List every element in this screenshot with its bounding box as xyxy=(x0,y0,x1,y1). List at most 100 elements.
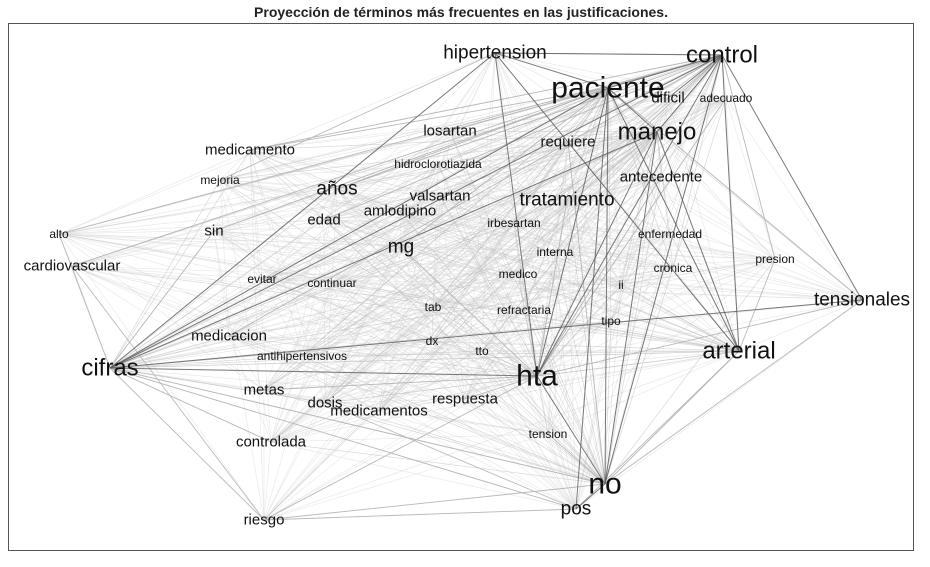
faint-edge xyxy=(400,246,863,301)
hub-edge xyxy=(547,131,658,435)
hub-edge xyxy=(567,131,658,143)
faint-edge xyxy=(228,278,263,337)
hub-edge xyxy=(331,282,538,377)
hub-edge xyxy=(58,233,538,377)
faint-edge xyxy=(213,230,519,275)
faint-edge xyxy=(228,335,483,352)
medium-edge xyxy=(263,508,577,521)
faint-edge xyxy=(437,163,568,201)
hub-edge xyxy=(464,350,740,400)
faint-edge xyxy=(228,176,662,337)
faint-edge xyxy=(58,233,265,521)
strong-edge xyxy=(604,54,723,485)
faint-edge xyxy=(301,258,776,357)
hub-edge xyxy=(517,273,538,377)
faint-edge xyxy=(323,52,496,221)
faint-edge xyxy=(109,246,402,369)
hub-edge xyxy=(656,97,669,133)
hub-edge xyxy=(513,222,740,352)
faint-edge xyxy=(604,320,612,485)
faint-edge xyxy=(228,222,515,337)
faint-edge xyxy=(249,131,658,151)
hub-edge xyxy=(400,246,740,352)
hub-edge xyxy=(323,131,658,221)
faint-edge xyxy=(439,195,606,485)
strong-edge xyxy=(721,54,740,352)
faint-edge xyxy=(270,188,338,443)
term-label-antihipertensivos: antihipertensivos xyxy=(257,349,347,363)
faint-edge xyxy=(323,131,658,221)
hub-edge xyxy=(301,54,723,357)
hub-edge xyxy=(660,54,723,178)
faint-edge xyxy=(228,335,265,391)
hub-edge xyxy=(109,246,402,369)
hub-edge xyxy=(575,131,658,510)
term-label-irbesartan: irbesartan xyxy=(487,216,540,230)
faint-edge xyxy=(71,163,439,267)
term-label-control: control xyxy=(686,42,758,69)
hub-edge xyxy=(324,87,609,404)
medium-edge xyxy=(228,54,723,337)
medium-edge xyxy=(58,233,111,369)
faint-edge xyxy=(213,230,674,269)
hub-edge xyxy=(449,130,658,133)
hub-edge xyxy=(109,163,439,369)
term-label-mejoria: mejoria xyxy=(200,173,240,187)
hub-edge xyxy=(324,350,740,404)
hub-edge xyxy=(228,335,538,377)
faint-edge xyxy=(437,131,658,165)
hub-edge xyxy=(71,265,606,485)
faint-edge xyxy=(71,265,434,308)
hub-edge xyxy=(323,219,740,352)
faint-edge xyxy=(301,355,466,400)
hub-edge xyxy=(301,350,740,357)
term-label-sin: sin xyxy=(204,223,223,240)
faint-edge xyxy=(324,375,538,404)
faint-edge xyxy=(71,230,215,267)
faint-edge xyxy=(464,398,577,510)
hub-edge xyxy=(604,267,674,485)
faint-edge xyxy=(301,320,612,357)
hub-edge xyxy=(109,367,265,391)
faint-edge xyxy=(109,273,519,369)
medium-edge xyxy=(71,265,265,521)
strong-edge xyxy=(604,131,658,485)
hub-edge xyxy=(536,141,569,377)
faint-edge xyxy=(725,97,863,301)
hub-edge xyxy=(109,130,451,369)
hub-edge xyxy=(270,350,740,443)
hub-edge xyxy=(301,131,658,357)
hub-edge xyxy=(554,251,740,352)
faint-edge xyxy=(400,176,662,248)
medium-edge xyxy=(263,375,538,521)
hub-edge xyxy=(547,87,609,435)
faint-edge xyxy=(261,267,674,280)
term-label-dificil: dificil xyxy=(651,90,684,107)
term-label-antecedente: antecedente xyxy=(620,169,703,186)
faint-edge xyxy=(672,97,727,269)
term-label-paciente: paciente xyxy=(551,72,664,105)
faint-edge xyxy=(336,188,402,248)
hub-edge xyxy=(378,131,658,412)
hub-edge xyxy=(536,320,612,377)
faint-edge xyxy=(58,219,325,235)
hub-edge xyxy=(109,350,740,369)
faint-edge xyxy=(219,179,556,253)
hub-edge xyxy=(481,131,658,352)
strong-edge xyxy=(109,367,538,377)
term-label-edad: edad xyxy=(307,212,340,229)
hub-edge xyxy=(604,176,662,485)
hub-edge xyxy=(437,163,740,352)
faint-edge xyxy=(249,97,727,151)
faint-edge xyxy=(261,278,538,377)
faint-edge xyxy=(324,141,569,404)
hub-edge xyxy=(270,375,538,443)
medium-edge xyxy=(263,483,606,521)
hub-edge xyxy=(109,282,333,369)
hub-edge xyxy=(301,355,538,377)
faint-edge xyxy=(71,265,740,352)
hub-edge xyxy=(109,179,221,369)
hub-edge xyxy=(263,131,658,521)
faint-edge xyxy=(261,130,451,280)
hub-edge xyxy=(536,375,549,435)
